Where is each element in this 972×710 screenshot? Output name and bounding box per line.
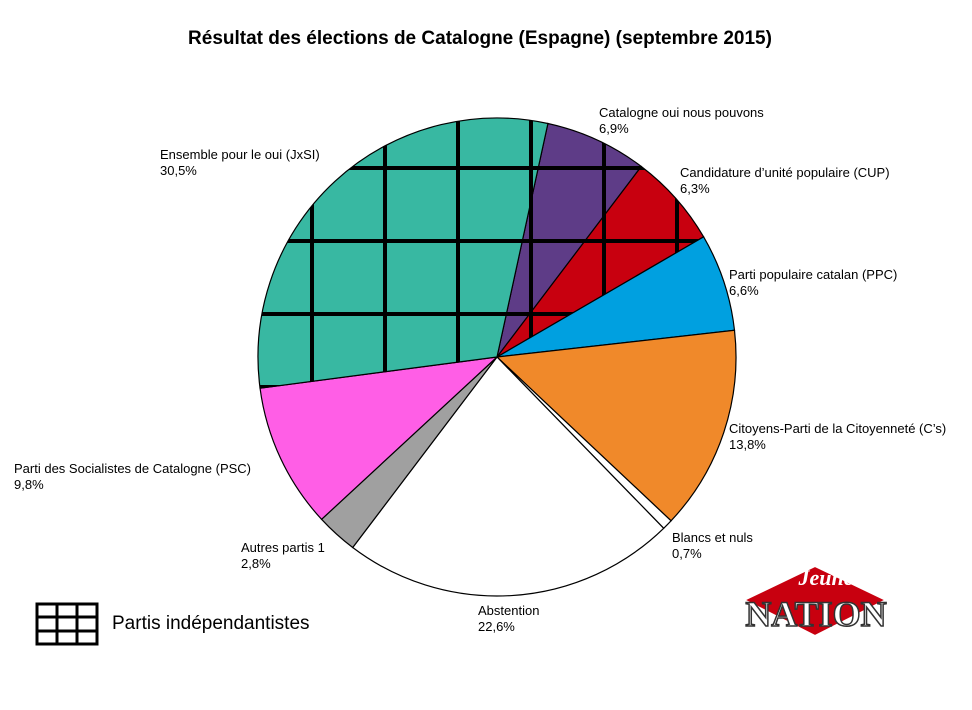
slice-label: Autres partis 1 [241,540,325,555]
slice-value-label: 0,7% [672,546,702,561]
pie-slice-hatch [497,123,642,357]
legend-swatch [35,602,99,646]
pie-slice-hatch [258,117,548,389]
slice-label: Blancs et nuls [672,530,753,545]
chart-title: Résultat des élections de Catalogne (Esp… [188,28,772,49]
slice-label: Parti des Socialistes de Catalogne (PSC) [14,461,251,476]
slice-label: Parti populaire catalan (PPC) [729,267,897,282]
slice-value-label: 9,8% [14,477,44,492]
slice-label: Ensemble pour le oui (JxSI) [160,147,320,162]
slice-value-label: 22,6% [478,619,515,634]
slice-label: Citoyens-Parti de la Citoyenneté (C’s) [729,421,946,436]
pie-slice-hatch [497,166,704,357]
slice-label: Candidature d’unité populaire (CUP) [680,165,890,180]
slice-label: Catalogne oui nous pouvons [599,105,764,120]
slice-value-label: 2,8% [241,556,271,571]
slice-label: Abstention [478,603,539,618]
slice-value-label: 6,3% [680,181,710,196]
logo-shape [741,564,889,638]
logo-bottom: NATION [745,594,886,634]
pie-slice [495,329,737,522]
slice-value-label: 6,6% [729,283,759,298]
legend: Partis indépendantistes [35,602,310,646]
slice-value-label: 13,8% [729,437,766,452]
logo: Jeune NATION [741,564,889,638]
pie-slice [351,356,665,597]
logo-top: Jeune [798,565,854,590]
slice-value-label: 30,5% [160,163,197,178]
slice-value-label: 6,9% [599,121,629,136]
legend-label: Partis indépendantistes [112,613,310,634]
pie-slice [259,356,499,521]
